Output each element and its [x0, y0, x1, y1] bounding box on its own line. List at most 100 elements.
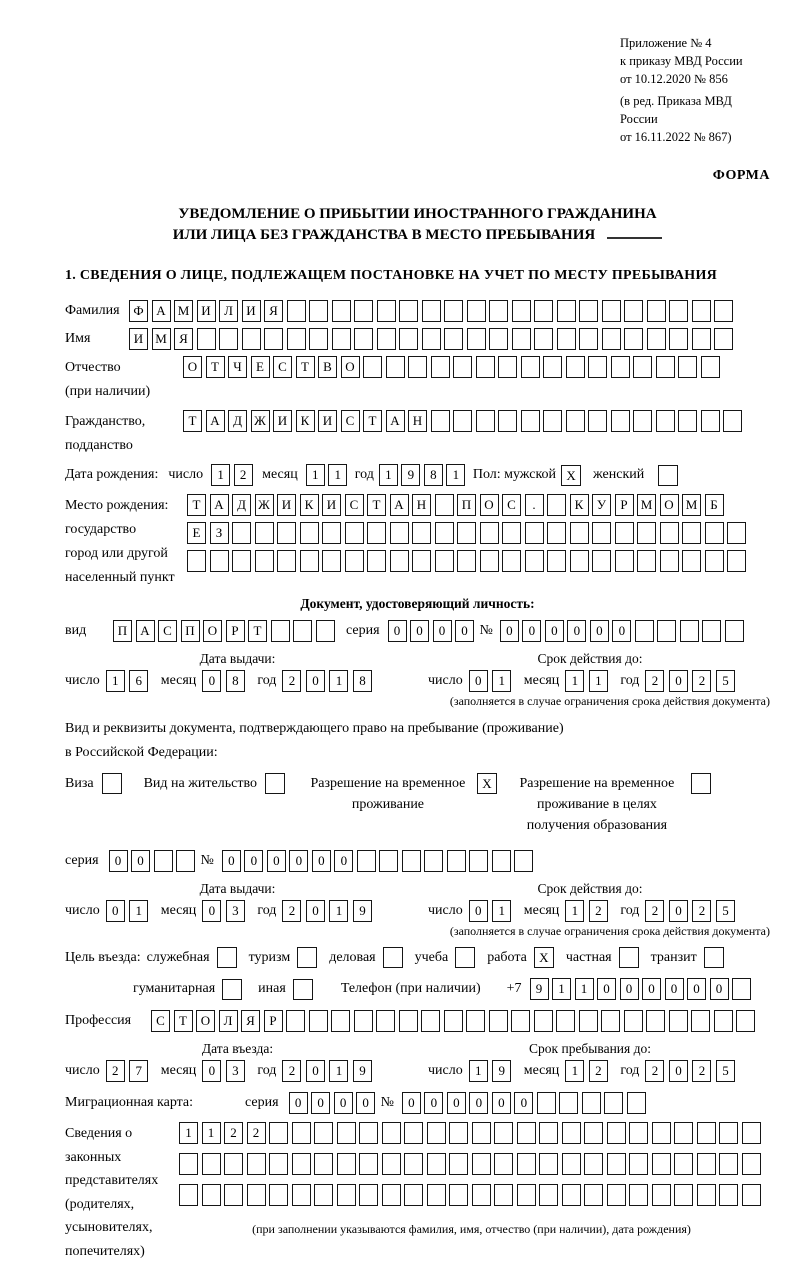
char-box[interactable]	[652, 1153, 671, 1175]
char-box[interactable]	[534, 328, 553, 350]
char-box[interactable]	[476, 356, 495, 378]
char-box[interactable]	[412, 522, 431, 544]
char-box[interactable]: 0	[669, 670, 688, 692]
char-box[interactable]	[742, 1122, 761, 1144]
char-box[interactable]: Т	[248, 620, 267, 642]
char-box[interactable]	[287, 328, 306, 350]
purpose-work-checkbox[interactable]: X	[534, 947, 554, 968]
char-box[interactable]	[377, 328, 396, 350]
char-box[interactable]	[579, 1010, 598, 1032]
char-box[interactable]: О	[196, 1010, 215, 1032]
char-box[interactable]: К	[300, 494, 319, 516]
char-box[interactable]: 0	[620, 978, 639, 1000]
char-box[interactable]	[427, 1184, 446, 1206]
char-box[interactable]: 1	[306, 464, 325, 486]
char-box[interactable]: 0	[388, 620, 407, 642]
purpose-business-checkbox[interactable]	[383, 947, 403, 968]
char-box[interactable]: С	[341, 410, 360, 432]
char-box[interactable]	[422, 328, 441, 350]
purpose-tourism-checkbox[interactable]	[297, 947, 317, 968]
char-box[interactable]	[421, 1010, 440, 1032]
char-box[interactable]	[367, 550, 386, 572]
char-box[interactable]: 0	[545, 620, 564, 642]
char-box[interactable]	[512, 300, 531, 322]
char-box[interactable]	[232, 522, 251, 544]
char-box[interactable]: 0	[469, 1092, 488, 1114]
char-box[interactable]	[300, 550, 319, 572]
char-box[interactable]	[601, 1010, 620, 1032]
char-box[interactable]: 8	[226, 670, 245, 692]
char-box[interactable]	[602, 300, 621, 322]
char-box[interactable]: 0	[455, 620, 474, 642]
char-box[interactable]	[539, 1184, 558, 1206]
char-box[interactable]	[669, 328, 688, 350]
char-box[interactable]	[337, 1153, 356, 1175]
char-box[interactable]	[247, 1153, 266, 1175]
char-box[interactable]: А	[386, 410, 405, 432]
char-box[interactable]: Н	[408, 410, 427, 432]
char-box[interactable]	[547, 522, 566, 544]
char-box[interactable]	[332, 300, 351, 322]
char-box[interactable]	[176, 850, 195, 872]
residence-permit-checkbox[interactable]	[265, 773, 285, 794]
char-box[interactable]	[264, 328, 283, 350]
char-box[interactable]	[697, 1153, 716, 1175]
char-box[interactable]	[447, 850, 466, 872]
char-box[interactable]	[202, 1153, 221, 1175]
char-box[interactable]: 0	[306, 1060, 325, 1082]
char-box[interactable]	[300, 522, 319, 544]
char-box[interactable]: 0	[306, 900, 325, 922]
char-box[interactable]	[367, 522, 386, 544]
char-box[interactable]	[377, 300, 396, 322]
char-box[interactable]	[427, 1153, 446, 1175]
char-box[interactable]: 2	[247, 1122, 266, 1144]
char-box[interactable]	[345, 522, 364, 544]
char-box[interactable]	[647, 300, 666, 322]
char-box[interactable]: 1	[565, 670, 584, 692]
char-box[interactable]	[697, 1122, 716, 1144]
char-box[interactable]	[562, 1122, 581, 1144]
char-box[interactable]: И	[322, 494, 341, 516]
char-box[interactable]	[669, 1010, 688, 1032]
char-box[interactable]: 0	[334, 850, 353, 872]
char-box[interactable]	[382, 1184, 401, 1206]
char-box[interactable]	[714, 300, 733, 322]
char-box[interactable]	[633, 356, 652, 378]
char-box[interactable]: Д	[232, 494, 251, 516]
char-box[interactable]: О	[480, 494, 499, 516]
char-box[interactable]	[714, 328, 733, 350]
char-box[interactable]: 1	[106, 670, 125, 692]
char-box[interactable]	[562, 1153, 581, 1175]
char-box[interactable]: Е	[251, 356, 270, 378]
char-box[interactable]	[431, 356, 450, 378]
char-box[interactable]	[492, 850, 511, 872]
char-box[interactable]	[449, 1122, 468, 1144]
char-box[interactable]: 1	[179, 1122, 198, 1144]
char-box[interactable]	[682, 550, 701, 572]
char-box[interactable]	[719, 1153, 738, 1175]
char-box[interactable]: 2	[282, 670, 301, 692]
char-box[interactable]	[345, 550, 364, 572]
char-box[interactable]	[382, 1153, 401, 1175]
char-box[interactable]: 1	[565, 900, 584, 922]
char-box[interactable]	[424, 850, 443, 872]
char-box[interactable]	[467, 300, 486, 322]
char-box[interactable]: С	[345, 494, 364, 516]
char-box[interactable]	[255, 550, 274, 572]
char-box[interactable]	[611, 356, 630, 378]
char-box[interactable]	[647, 328, 666, 350]
char-box[interactable]: Т	[367, 494, 386, 516]
char-box[interactable]	[692, 328, 711, 350]
char-box[interactable]: 0	[642, 978, 661, 1000]
